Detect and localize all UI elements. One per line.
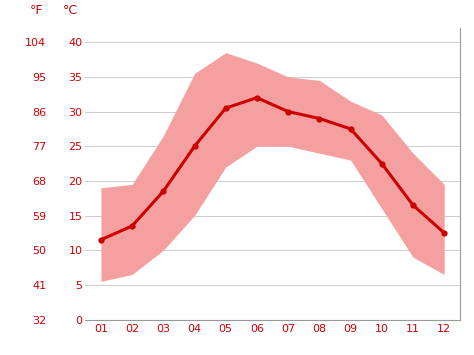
Text: °C: °C — [63, 4, 78, 17]
Text: °F: °F — [30, 4, 44, 17]
